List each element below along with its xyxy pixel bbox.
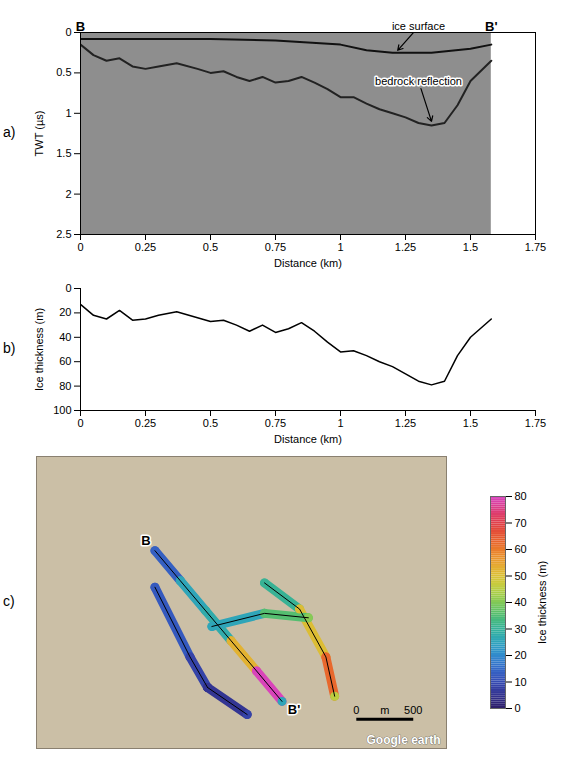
- svg-text:Google earth: Google earth: [366, 733, 440, 747]
- svg-text:2.5: 2.5: [56, 228, 71, 240]
- svg-text:50: 50: [515, 570, 527, 582]
- svg-text:Ice thickness (m): Ice thickness (m): [536, 561, 548, 644]
- svg-text:B: B: [141, 533, 150, 548]
- svg-text:20: 20: [515, 649, 527, 661]
- svg-text:0: 0: [77, 241, 83, 253]
- svg-text:ice surface: ice surface: [392, 20, 445, 32]
- svg-text:40: 40: [59, 331, 71, 343]
- svg-text:30: 30: [515, 623, 527, 635]
- svg-text:0.75: 0.75: [265, 417, 286, 429]
- svg-text:1.25: 1.25: [395, 417, 416, 429]
- svg-text:1: 1: [337, 417, 343, 429]
- svg-text:80: 80: [59, 380, 71, 392]
- svg-text:B: B: [76, 19, 85, 34]
- svg-text:0.5: 0.5: [203, 241, 218, 253]
- html-text:c): c): [3, 593, 15, 609]
- html-text:b): b): [3, 340, 16, 356]
- svg-text:0: 0: [65, 26, 71, 38]
- svg-text:0: 0: [353, 704, 359, 716]
- svg-text:0.25: 0.25: [135, 241, 156, 253]
- svg-text:1.75: 1.75: [525, 417, 546, 429]
- svg-text:60: 60: [515, 543, 527, 555]
- svg-text:60: 60: [59, 355, 71, 367]
- svg-text:Ice thickness (m): Ice thickness (m): [33, 308, 45, 391]
- svg-text:0: 0: [65, 282, 71, 294]
- svg-text:1.75: 1.75: [525, 241, 546, 253]
- svg-text:1.5: 1.5: [56, 147, 71, 159]
- svg-text:0.25: 0.25: [135, 417, 156, 429]
- svg-text:10: 10: [515, 676, 527, 688]
- svg-text:1: 1: [337, 241, 343, 253]
- svg-text:1.5: 1.5: [463, 241, 478, 253]
- svg-text:2: 2: [65, 188, 71, 200]
- html-text:a): a): [3, 124, 16, 140]
- svg-text:80: 80: [515, 490, 527, 502]
- svg-text:B': B': [485, 19, 497, 34]
- svg-text:0.75: 0.75: [265, 241, 286, 253]
- svg-text:m: m: [380, 704, 389, 716]
- svg-text:20: 20: [59, 306, 71, 318]
- svg-text:0: 0: [515, 702, 521, 714]
- svg-text:Distance (km): Distance (km): [274, 433, 342, 445]
- svg-text:0.5: 0.5: [203, 417, 218, 429]
- svg-text:1.25: 1.25: [395, 241, 416, 253]
- svg-text:500: 500: [404, 704, 422, 716]
- svg-text:bedrock reflection: bedrock reflection: [375, 75, 462, 87]
- svg-text:Distance (km): Distance (km): [274, 257, 342, 269]
- svg-text:1.5: 1.5: [463, 417, 478, 429]
- svg-text:B': B': [288, 702, 300, 717]
- svg-text:70: 70: [515, 517, 527, 529]
- svg-text:TWT (µs): TWT (µs): [33, 111, 45, 157]
- svg-text:0.5: 0.5: [56, 66, 71, 78]
- svg-text:40: 40: [515, 596, 527, 608]
- svg-text:1: 1: [65, 107, 71, 119]
- svg-text:0: 0: [77, 417, 83, 429]
- svg-text:100: 100: [53, 404, 71, 416]
